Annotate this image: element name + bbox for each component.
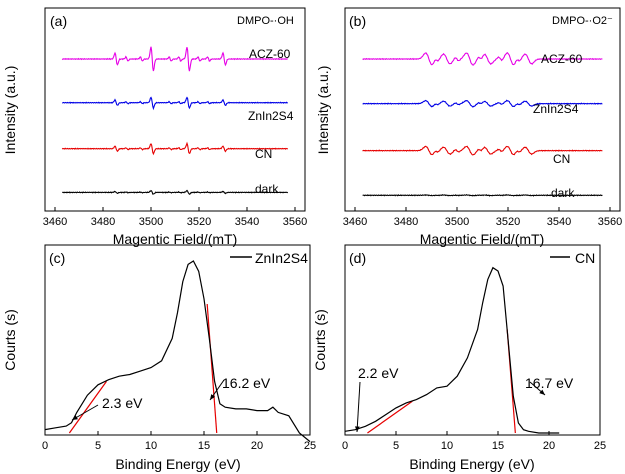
panel-d-annotation: 16.7 eV (525, 375, 574, 391)
panel-d-fit-line (367, 400, 413, 434)
panel-d-xtick-label: 15 (492, 440, 504, 452)
panel-c-curve-line (44, 260, 311, 443)
panel-c-annotation: 2.3 eV (102, 395, 143, 411)
panel-c-xtick-label: 15 (198, 440, 210, 452)
panel-d-arrow (356, 381, 361, 433)
panel-d-annotation: 2.2 eV (358, 365, 399, 381)
panel-d-curve (344, 266, 560, 434)
panel-b-xtick-label: 3500 (445, 216, 469, 228)
panel-b-frame (344, 7, 621, 212)
panel-a: 3460 3480 3500 3520 3540 3560 (a) DMPO-·OH Ma… (2, 7, 307, 247)
panel-b-xtick-label: 3520 (496, 216, 520, 228)
panel-b-xtick-label: 3480 (394, 216, 418, 228)
panel-d-xtick-label: 10 (441, 440, 453, 452)
panel-b-label: (b) (349, 13, 366, 29)
panel-a-trace-CN (61, 141, 289, 156)
panel-b-title: DMPO-·O2⁻ (552, 15, 613, 27)
panel-a-trace-ACZ-60 (61, 46, 288, 72)
panel-d-xtick-label: 20 (543, 440, 555, 452)
panel-c-ylabel: Courts (s) (2, 309, 18, 370)
panel-b-series-label: CN (553, 152, 570, 166)
panel-b-traces (362, 51, 603, 197)
panel-d-xtick-label: 0 (342, 440, 348, 452)
panel-a-xtick-label: 3560 (283, 216, 307, 228)
panel-a-label: (a) (50, 13, 67, 29)
panel-b-xtick-label: 3560 (598, 216, 622, 228)
panel-a-ylabel: Intensity (a.u.) (2, 66, 18, 155)
panel-c-legend-label: ZnIn2S4 (255, 250, 308, 266)
panel-b-xlabel: Magentic Field/(mT) (420, 231, 544, 247)
panel-d-fit-lines (367, 329, 516, 434)
panel-c-frame (44, 244, 311, 436)
panel-c-arrowhead (72, 415, 78, 420)
panel-b-trace-CN (362, 145, 603, 156)
panel-a-xtick-label: 3460 (43, 216, 67, 228)
panel-c-fit-lines (68, 303, 218, 434)
panel-c-xtick-label: 0 (42, 440, 48, 452)
panel-b-trace-dark (362, 193, 603, 197)
panel-b-trace-ACZ-60 (362, 51, 603, 66)
panel-d-curve-line (344, 266, 560, 434)
panel-d-arrows (354, 381, 546, 433)
panel-d-ylabel: Courts (s) (312, 309, 328, 370)
panel-b-ylabel: Intensity (a.u.) (315, 66, 331, 155)
panel-c-xlabel: Binding Energy (eV) (115, 456, 240, 472)
panel-b-xtick-label: 3460 (343, 216, 367, 228)
panel-a-title: DMPO-·OH (237, 15, 294, 27)
panel-a-xtick-label: 3520 (187, 216, 211, 228)
panel-a-series-label: CN (255, 147, 272, 161)
panel-a-xtick-label: 3500 (139, 216, 163, 228)
panel-d-legend-label: CN (575, 250, 595, 266)
panel-a-xtick-label: 3540 (235, 216, 259, 228)
panel-c-annotation: 16.2 eV (222, 375, 271, 391)
panel-c-xtick-label: 10 (145, 440, 157, 452)
panel-c-curve (44, 260, 311, 443)
panel-d-xtick-label: 25 (594, 440, 606, 452)
panel-b-trace-ZnIn2S4 (362, 99, 603, 108)
panel-a-traces (61, 46, 289, 195)
panel-a-trace-dark (62, 189, 289, 195)
panel-b-xtick-label: 3540 (547, 216, 571, 228)
panel-d-arrowhead (354, 426, 360, 432)
panel-c-xtick-label: 20 (251, 440, 263, 452)
panel-a-series-label: dark (255, 182, 279, 196)
panel-d-label: (d) (349, 250, 366, 266)
panel-a-xtick-label: 3480 (91, 216, 115, 228)
panel-d: 0 5 10 15 20 25 (d) CN Binding Energy (eV) Co… (312, 244, 606, 472)
panel-b: 3460 3480 3500 3520 3540 3560 (b) DMPO-·O2⁻ M… (315, 7, 622, 247)
panel-c-label: (c) (49, 250, 65, 266)
panel-a-ticks: 3460 3480 3500 3520 3540 3560 (43, 207, 307, 228)
panel-a-trace-ZnIn2S4 (62, 96, 288, 111)
panel-d-ticks: 0 5 10 15 20 25 (342, 431, 606, 452)
panel-b-series-label: ACZ-60 (541, 52, 583, 66)
panel-a-series-label: ACZ-60 (249, 47, 291, 61)
panel-a-frame (44, 7, 306, 212)
panel-d-xlabel: Binding Energy (eV) (409, 456, 534, 472)
panel-b-series-label: dark (551, 186, 575, 200)
panel-c-xtick-label: 5 (95, 440, 101, 452)
panel-b-ticks: 3460 3480 3500 3520 3540 3560 (343, 207, 622, 228)
panel-d-arrowhead (539, 389, 545, 395)
panel-c: 0 5 10 15 20 25 (c) ZnIn2S4 Binding Energy (e… (2, 244, 316, 472)
panel-b-series-label: ZnIn2S4 (533, 102, 579, 116)
panel-c-xtick-label: 25 (304, 440, 316, 452)
panel-c-fit-line (68, 381, 107, 434)
panel-c-arrows (71, 379, 225, 421)
panel-a-series-label: ZnIn2S4 (248, 109, 294, 123)
panel-c-ticks: 0 5 10 15 20 25 (42, 431, 316, 452)
panel-c-arrowhead (210, 394, 216, 400)
panel-d-frame (344, 244, 601, 436)
panel-d-xtick-label: 5 (393, 440, 399, 452)
panel-c-fit-line (206, 303, 218, 434)
panel-a-xlabel: Magentic Field/(mT) (113, 231, 237, 247)
